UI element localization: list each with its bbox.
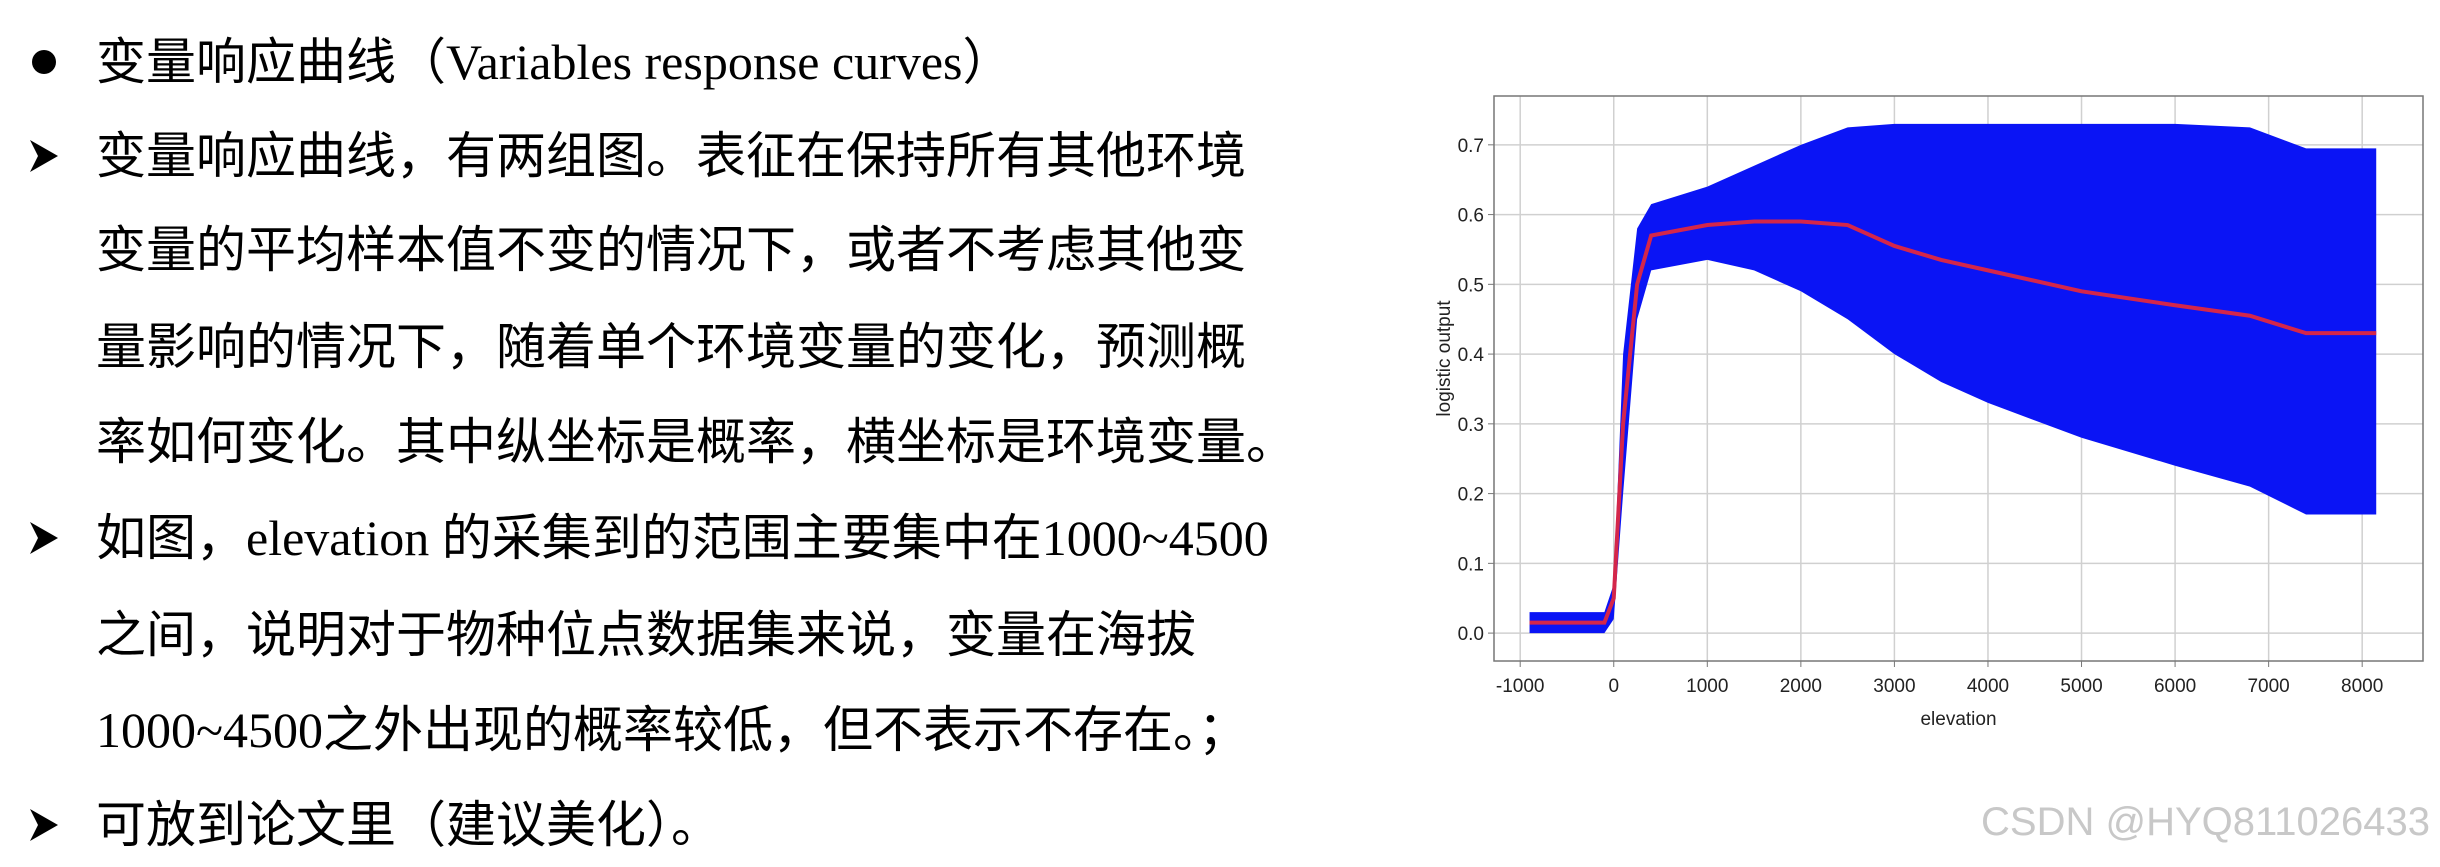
body-line: 变量响应曲线，有两组图。表征在保持所有其他环境 [96,128,1246,184]
body-line: 变量的平均样本值不变的情况下，或者不考虑其他变 [96,222,1246,278]
x-tick-label: 8000 [2341,676,2383,697]
x-tick-label: 2000 [1780,676,1822,697]
y-tick-label: 0.1 [1458,554,1484,575]
y-tick-label: 0.5 [1458,275,1484,296]
body-line: 量影响的情况下，随着单个环境变量的变化，预测概 [96,319,1246,375]
y-axis-label: logistic output [1434,300,1455,417]
y-tick-label: 0.2 [1458,485,1484,506]
body-line: 之间，说明对于物种位点数据集来说，变量在海拔 [96,607,1196,663]
y-tick-label: 0.3 [1458,415,1484,436]
body-line: 变量响应曲线（Variables response curves） [96,34,1012,90]
x-tick-label: 4000 [1967,676,2009,697]
body-line: 率如何变化。其中纵坐标是概率，横坐标是环境变量。 [96,414,1296,470]
y-tick-label: 0.7 [1458,136,1484,157]
body-line: 可放到论文里（建议美化）。 [96,797,721,853]
x-tick-label: 0 [1608,676,1619,697]
x-axis-label: elevation [1920,709,1996,730]
x-tick-label: 5000 [2060,676,2102,697]
y-tick-label: 0.4 [1458,345,1485,366]
bullet-arrow [30,140,58,172]
mean-line [1529,219,2377,625]
body-line: 如图，elevation 的采集到的范围主要集中在1000~4500 [96,510,1269,566]
y-tick-label: 0.0 [1458,624,1484,645]
y-tick-label: 0.6 [1458,206,1484,227]
x-tick-label: -1000 [1496,676,1545,697]
watermark: CSDN @HYQ811026433 [1981,800,2430,844]
x-tick-label: 1000 [1686,676,1728,697]
bullet-arrow [30,809,58,841]
x-tick-label: 3000 [1873,676,1915,697]
bullet-arrow [30,522,58,554]
response-band [1529,123,2377,634]
bullet-dot [32,50,56,74]
plot-frame [1493,95,2424,662]
body-line: 1000~4500之外出现的概率较低，但不表示不存在。； [96,702,1248,758]
x-tick-label: 7000 [2247,676,2289,697]
x-tick-label: 6000 [2154,676,2196,697]
